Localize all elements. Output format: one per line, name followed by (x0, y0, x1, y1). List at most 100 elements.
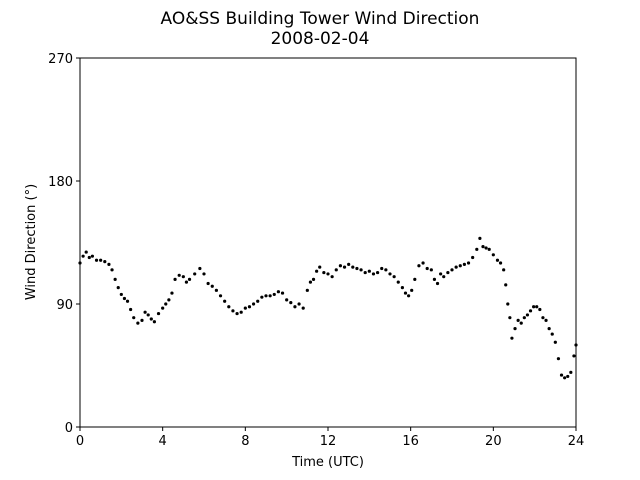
chart-subtitle: 2008-02-04 (271, 29, 370, 49)
y-tick-label: 90 (56, 298, 73, 313)
data-point (256, 299, 260, 303)
data-point (487, 247, 491, 251)
data-point (161, 306, 165, 310)
x-axis-label: Time (UTC) (291, 455, 364, 470)
data-point (293, 305, 297, 309)
data-point (132, 316, 136, 320)
data-point (491, 253, 495, 257)
data-point (495, 258, 500, 262)
data-point (318, 265, 322, 269)
data-point (146, 313, 150, 317)
data-point (84, 250, 88, 254)
data-point (407, 294, 411, 298)
data-point (193, 272, 197, 276)
data-point (432, 277, 437, 281)
data-point (403, 291, 408, 295)
data-point (363, 270, 367, 275)
data-point (143, 310, 147, 314)
data-point (243, 306, 247, 310)
data-point (311, 277, 316, 281)
data-point (384, 268, 388, 272)
data-point (334, 268, 338, 272)
data-point (347, 262, 351, 266)
data-point (510, 336, 514, 340)
data-point (371, 272, 376, 276)
data-point (173, 277, 177, 281)
data-point (206, 281, 210, 286)
data-point (125, 299, 130, 303)
data-point (400, 286, 404, 290)
data-point (305, 288, 309, 292)
data-point (421, 261, 425, 265)
data-point (388, 272, 392, 276)
y-tick-label: 180 (48, 175, 73, 190)
data-point (301, 306, 305, 310)
data-point (471, 255, 475, 260)
data-point (522, 316, 526, 320)
data-point (478, 236, 482, 240)
x-tick-label: 0 (76, 434, 84, 449)
x-tick-label: 8 (241, 434, 249, 449)
data-point (342, 265, 347, 269)
data-point (462, 262, 466, 266)
data-point (297, 302, 301, 306)
data-point (458, 264, 462, 268)
data-point (122, 296, 127, 301)
x-tick-label: 12 (320, 434, 337, 449)
data-point (90, 254, 94, 258)
data-point (113, 277, 117, 281)
data-point (563, 376, 567, 380)
data-point (326, 272, 330, 276)
y-tick-label: 270 (48, 52, 73, 67)
data-point (508, 316, 512, 320)
data-point (338, 264, 342, 268)
y-axis-label: Wind Direction (°) (24, 184, 39, 300)
data-point (351, 265, 355, 269)
data-point (450, 268, 454, 272)
data-point (78, 261, 82, 265)
data-point (308, 280, 313, 284)
data-point (429, 268, 433, 272)
data-point (214, 288, 218, 292)
data-point (376, 270, 380, 275)
data-point (484, 246, 488, 250)
data-point (239, 310, 243, 314)
data-point (481, 245, 485, 249)
data-point (107, 262, 111, 266)
data-point (569, 370, 573, 374)
data-point (152, 320, 156, 324)
data-point (94, 258, 99, 262)
data-point (544, 318, 548, 322)
data-point (553, 340, 557, 344)
data-point (285, 298, 289, 302)
data-point (322, 270, 326, 275)
data-point (268, 294, 272, 298)
data-point (315, 269, 319, 273)
data-point (550, 332, 554, 336)
data-point (380, 266, 384, 271)
data-point (506, 302, 510, 306)
data-point (110, 268, 114, 272)
data-point (177, 273, 181, 277)
x-tick-label: 4 (159, 434, 167, 449)
data-point (252, 302, 256, 306)
y-tick-label: 0 (65, 421, 73, 436)
x-tick-label: 16 (402, 434, 419, 449)
chart-title: AO&SS Building Tower Wind Direction (161, 9, 480, 29)
data-point (129, 307, 133, 312)
data-point (223, 299, 227, 303)
data-point (417, 264, 421, 268)
data-point (367, 269, 371, 273)
data-point (260, 295, 264, 299)
data-point (446, 270, 450, 275)
data-point (538, 307, 542, 312)
data-point (276, 290, 280, 294)
data-point (504, 283, 508, 287)
data-point (149, 317, 153, 321)
data-point (167, 298, 171, 302)
data-point (359, 268, 363, 272)
data-point (513, 327, 517, 331)
data-point (559, 373, 564, 377)
data-point (425, 266, 429, 271)
